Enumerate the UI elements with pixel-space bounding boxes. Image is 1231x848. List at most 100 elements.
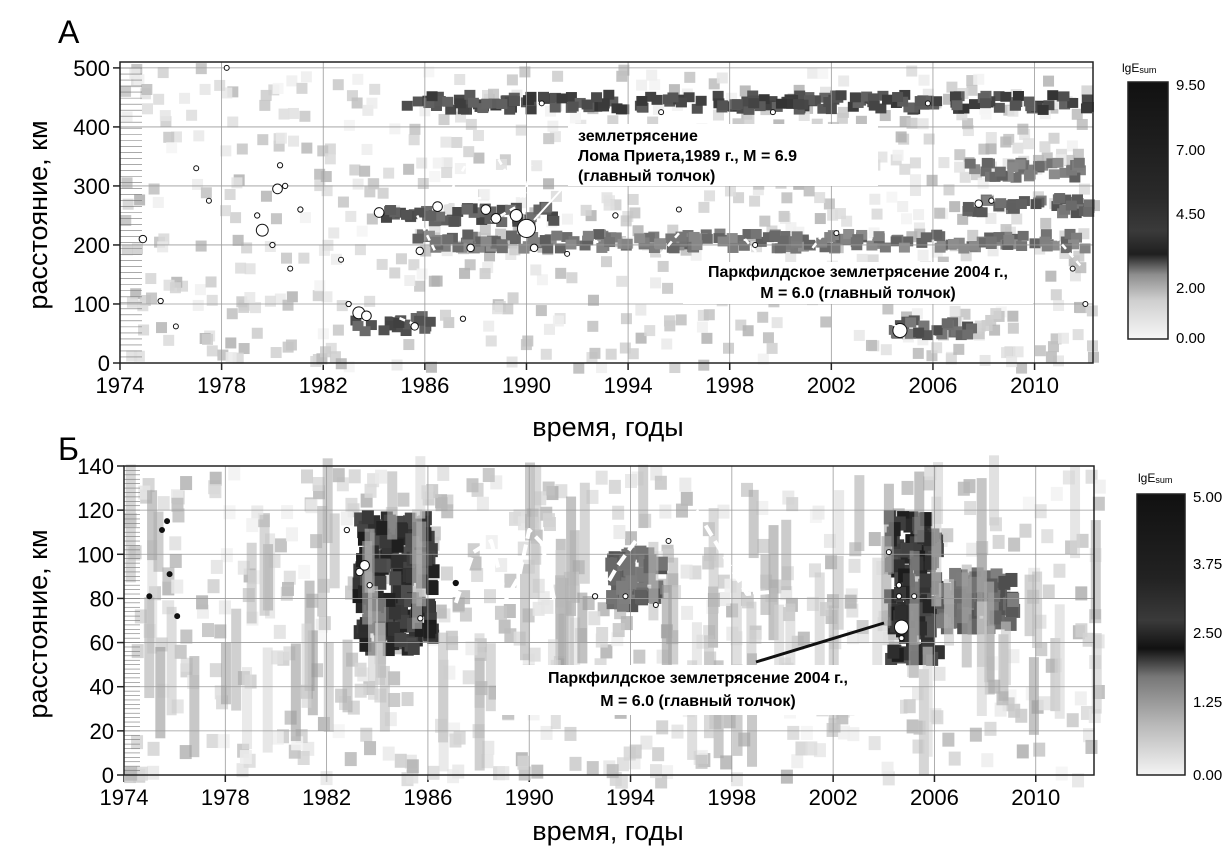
heatmap-cell bbox=[766, 342, 778, 354]
heatmap-cell bbox=[316, 353, 328, 365]
heatmap-cell bbox=[1047, 341, 1059, 353]
heatmap-cell bbox=[220, 642, 231, 705]
heatmap-cell bbox=[145, 273, 157, 285]
heatmap-cell bbox=[209, 471, 222, 486]
parkfield-b-label-line-2: M = 6.0 (главный толчок) bbox=[600, 693, 796, 710]
heatmap-cell bbox=[360, 727, 373, 742]
heatmap-cell bbox=[496, 217, 508, 228]
heatmap-cell bbox=[698, 201, 710, 213]
heatmap-cell bbox=[383, 592, 396, 607]
heatmap-cell bbox=[854, 475, 865, 552]
heatmap-cell bbox=[543, 323, 555, 335]
heatmap-cell bbox=[945, 353, 957, 365]
panel-b-ylabel: расстояние, км bbox=[23, 529, 53, 718]
parkfield-a-label-line-2: M = 6.0 (главный толчок) bbox=[760, 285, 956, 302]
heatmap-cell bbox=[640, 735, 653, 750]
heatmap-cell bbox=[814, 192, 826, 204]
heatmap-cell bbox=[464, 259, 476, 271]
heatmap-cell bbox=[955, 330, 967, 341]
event-marker bbox=[172, 323, 179, 330]
heatmap-cell bbox=[479, 268, 491, 280]
heatmap-cell bbox=[953, 343, 965, 355]
heatmap-cell bbox=[463, 146, 475, 158]
heatmap-cell bbox=[465, 641, 478, 656]
x-tick-label: 1974 bbox=[96, 373, 145, 398]
x-tick-label: 2006 bbox=[910, 785, 959, 810]
migration-line bbox=[598, 539, 638, 598]
heatmap-cell bbox=[904, 328, 916, 339]
heatmap-cell bbox=[121, 177, 133, 189]
heatmap-cell bbox=[841, 215, 853, 227]
heatmap-cell bbox=[246, 518, 259, 533]
heatmap-cell bbox=[401, 692, 414, 707]
event-marker bbox=[591, 593, 599, 600]
heatmap-cell bbox=[301, 469, 314, 484]
panel-a-y-ticks: 0 100 200 300 400 500 bbox=[73, 56, 120, 376]
heatmap-cell bbox=[426, 91, 438, 102]
heatmap-cell bbox=[483, 320, 495, 332]
heatmap-cell bbox=[1083, 206, 1095, 217]
heatmap-cell bbox=[545, 234, 557, 245]
heatmap-cell bbox=[538, 91, 550, 102]
heatmap-cell bbox=[232, 352, 244, 364]
heatmap-cell bbox=[1048, 132, 1060, 144]
event-marker bbox=[366, 582, 373, 589]
heatmap-cell bbox=[1023, 96, 1035, 107]
heatmap-cell bbox=[241, 242, 253, 254]
heatmap-cell bbox=[836, 112, 848, 124]
heatmap-cell bbox=[445, 630, 458, 645]
heatmap-cell bbox=[564, 726, 577, 741]
heatmap-cell bbox=[125, 766, 138, 781]
heatmap-cell bbox=[981, 753, 994, 768]
heatmap-cell bbox=[474, 242, 486, 253]
heatmap-cell bbox=[391, 553, 404, 568]
heatmap-cell bbox=[1048, 240, 1060, 251]
heatmap-cell bbox=[662, 282, 674, 294]
heatmap-cell bbox=[224, 188, 236, 200]
heatmap-cell bbox=[906, 117, 918, 129]
heatmap-cell bbox=[814, 572, 825, 669]
heatmap-cell bbox=[507, 292, 519, 304]
heatmap-cell bbox=[544, 94, 556, 104]
heatmap-cell bbox=[798, 109, 810, 121]
x-tick-label: 1974 bbox=[100, 785, 149, 810]
heatmap-cell bbox=[914, 96, 926, 106]
panel-a-colorbar-tick-4: 0.00 bbox=[1176, 330, 1205, 347]
heatmap-cell bbox=[797, 631, 810, 646]
event-marker bbox=[1069, 265, 1076, 272]
heatmap-cell bbox=[1070, 208, 1082, 219]
event-marker bbox=[361, 310, 372, 322]
heatmap-cell bbox=[726, 233, 738, 243]
heatmap-cell bbox=[288, 135, 300, 147]
heatmap-cell bbox=[452, 764, 465, 779]
heatmap-cell bbox=[648, 541, 659, 621]
heatmap-cell bbox=[667, 224, 679, 236]
panel-b-colorbar-tick-4: 0.00 bbox=[1193, 767, 1222, 784]
heatmap-cell bbox=[437, 466, 450, 481]
heatmap-cell bbox=[827, 209, 839, 221]
event-marker bbox=[612, 212, 619, 219]
heatmap-cell bbox=[992, 534, 1005, 549]
heatmap-cell bbox=[763, 100, 775, 111]
heatmap-cell bbox=[679, 236, 691, 247]
heatmap-cell bbox=[471, 567, 484, 582]
heatmap-cell bbox=[970, 169, 982, 181]
heatmap-cell bbox=[900, 213, 912, 225]
x-tick-label: 2010 bbox=[1011, 785, 1060, 810]
heatmap-cell bbox=[905, 317, 917, 328]
event-marker bbox=[343, 526, 351, 534]
heatmap-cell bbox=[675, 314, 687, 326]
event-marker bbox=[885, 549, 892, 556]
heatmap-cell bbox=[489, 236, 501, 247]
heatmap-cell bbox=[391, 359, 403, 371]
heatmap-cell bbox=[656, 720, 669, 735]
panel-b-grid bbox=[123, 465, 1094, 776]
heatmap-cell bbox=[671, 724, 684, 739]
heatmap-cell bbox=[918, 320, 930, 331]
heatmap-cell bbox=[993, 102, 1005, 113]
panel-a-xlabel: время, годы bbox=[532, 412, 683, 442]
panel-b-xlabel: время, годы bbox=[532, 816, 683, 846]
event-marker bbox=[158, 527, 165, 534]
heatmap-cell bbox=[377, 187, 389, 199]
heatmap-cell bbox=[1012, 91, 1024, 101]
